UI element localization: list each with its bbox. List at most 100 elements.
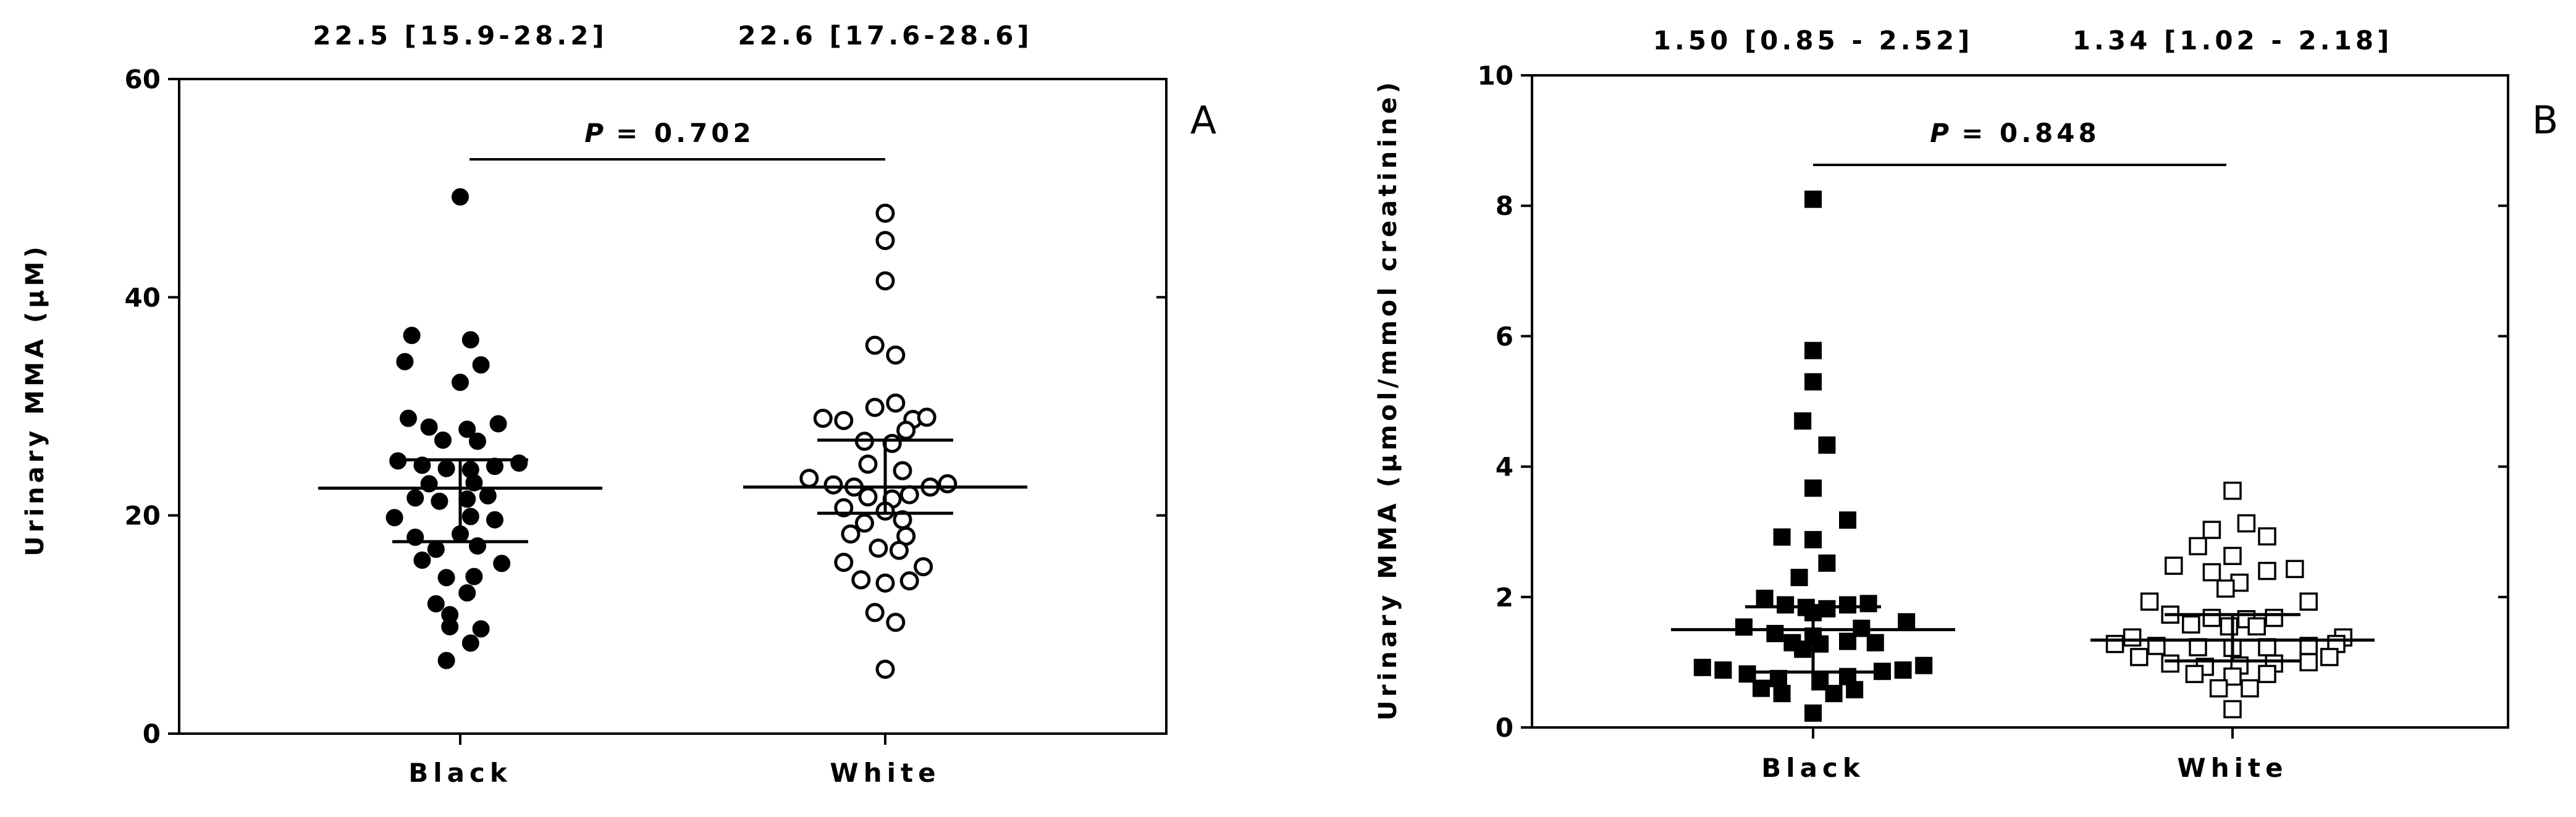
panel-a-category-label: White [830, 758, 940, 788]
panel-b-black-point [1794, 640, 1812, 658]
panel-a-black-point [458, 584, 476, 602]
panel-a-black-point [479, 487, 497, 505]
panel-a-black-point [396, 353, 414, 371]
panel-a: Urinary MMA (µM) 22.5 [15.9-28.2] 22.6 [… [21, 20, 1216, 788]
panel-b-white-point [2202, 521, 2221, 539]
panel-a-white-point [865, 398, 885, 417]
panel-b-black-point [1714, 661, 1732, 679]
panel-a-white-point [858, 455, 878, 474]
panel-b-black-point [1915, 656, 1933, 674]
panel-a-white-point [875, 660, 895, 679]
panel-b-white-point [2320, 648, 2339, 666]
panel-a-black-point [437, 569, 455, 587]
panel-a-black-point [406, 489, 424, 507]
panel-a-white-point [858, 487, 878, 507]
panel-b-white-point [2258, 664, 2276, 684]
panel-b-y-tick-label: 4 [1496, 452, 1513, 482]
panel-a-white-point [917, 408, 937, 427]
panel-a-black-point [452, 374, 469, 392]
panel-a-summary-black: 22.5 [15.9-28.2] [313, 20, 607, 51]
panel-b-white-point [2140, 592, 2159, 611]
panel-a-black-point [461, 331, 479, 349]
panel-a-black-point [461, 508, 479, 526]
panel-b-black-point [1859, 595, 1877, 613]
panel-a-white-point [869, 538, 888, 558]
panel-b-black-point [1794, 412, 1812, 430]
panel-a-white-point [886, 345, 906, 365]
panel-b-black-point [1804, 341, 1822, 359]
panel-b-white-point [2299, 592, 2318, 611]
panel-b-black-point [1753, 679, 1770, 697]
svg-text:P= 0.702: P = 0.702 [584, 118, 754, 148]
panel-b-black-point [1866, 634, 1884, 652]
panel-a-p-symbol: P [584, 118, 607, 148]
panel-a-white-point [851, 570, 871, 590]
panel-b-black-point [1738, 665, 1756, 683]
panel-b-white-point [2123, 628, 2142, 647]
panel-a-white-point [914, 557, 933, 577]
panel-b-black-point [1773, 528, 1791, 546]
panel-b-white-point [2258, 561, 2276, 580]
panel-b-black-point [1839, 632, 1856, 650]
panel-b-black-point [1804, 530, 1822, 548]
panel-b-white-point [2265, 608, 2283, 627]
panel-a-black-point [486, 511, 503, 529]
panel-a-black-point [458, 421, 476, 438]
panel-a-black-point [434, 431, 452, 449]
panel-a-black-point [489, 415, 507, 433]
panel-a-black-point [403, 327, 421, 345]
panel-b-black-point [1839, 511, 1856, 529]
panel-a-black-point [385, 509, 403, 527]
panel-b-plot: 0 2 4 6 8 10 Black White [1478, 61, 2509, 783]
panel-b: Urinary MMA (µmol/mmol creatinine) 1.50 … [1374, 25, 2558, 783]
panel-b-white-point [2161, 654, 2179, 673]
panel-a-white-point [834, 553, 854, 572]
panel-b-y-tick-label: 8 [1496, 191, 1513, 221]
panel-a-black-point [510, 454, 528, 472]
panel-a-black-point [437, 459, 455, 477]
panel-a-white-point [865, 335, 885, 355]
panel-b-black-point [1804, 190, 1822, 208]
panel-a-white-point [875, 573, 895, 593]
panel-b-white-point [2185, 664, 2204, 684]
panel-a-black-point [400, 409, 417, 427]
panel-b-black-point [1735, 618, 1753, 636]
panel-b-black-point [1756, 589, 1774, 607]
panel-b-category-label: White [2177, 753, 2288, 783]
panel-a-black-point [452, 188, 469, 206]
panel-a-y-tick-label: 60 [125, 64, 161, 94]
panel-a-white-point [896, 421, 916, 440]
panel-b-white-point [2237, 514, 2256, 533]
panel-a-black-point [472, 620, 490, 638]
panel-a-white-point [886, 613, 906, 632]
panel-a-black-point [427, 595, 445, 613]
panel-b-white-point [2223, 700, 2242, 719]
panel-b-y-axis-label: Urinary MMA (µmol/mmol creatinine) [1374, 78, 1402, 721]
panel-b-black-point [1804, 479, 1822, 497]
panel-b-category-label: Black [1761, 753, 1865, 783]
panel-a-white-point [854, 513, 874, 533]
panel-b-white-point [2202, 563, 2221, 582]
panel-b-white-point [2165, 556, 2183, 575]
panel-a-white-point [813, 408, 833, 428]
panel-a-y-tick-label: 20 [125, 501, 161, 531]
panel-b-p-value: = 0.848 [1961, 118, 2100, 148]
panel-b-white-point [2216, 579, 2235, 598]
panel-a-black-point [469, 432, 486, 450]
panel-b-white-point [2258, 527, 2276, 546]
panel-b-black-point [1839, 596, 1856, 614]
panel-b-black-point [1777, 596, 1795, 614]
panel-a-black-point [493, 555, 511, 572]
panel-a-white-point [899, 485, 919, 505]
panel-a-black-point [427, 540, 445, 558]
panel-b-black-point [1825, 685, 1843, 703]
panel-a-white-point [875, 203, 895, 223]
panel-a-plot-frame [178, 78, 1168, 735]
panel-a-white-point [938, 474, 958, 493]
panel-a-y-tick-label: 0 [143, 719, 161, 749]
panel-b-black-point [1766, 624, 1784, 642]
panel-a-white-point [865, 603, 885, 622]
panel-b-p-label: P = 0.848 [1930, 118, 2100, 148]
panel-a-white-point [834, 411, 854, 430]
